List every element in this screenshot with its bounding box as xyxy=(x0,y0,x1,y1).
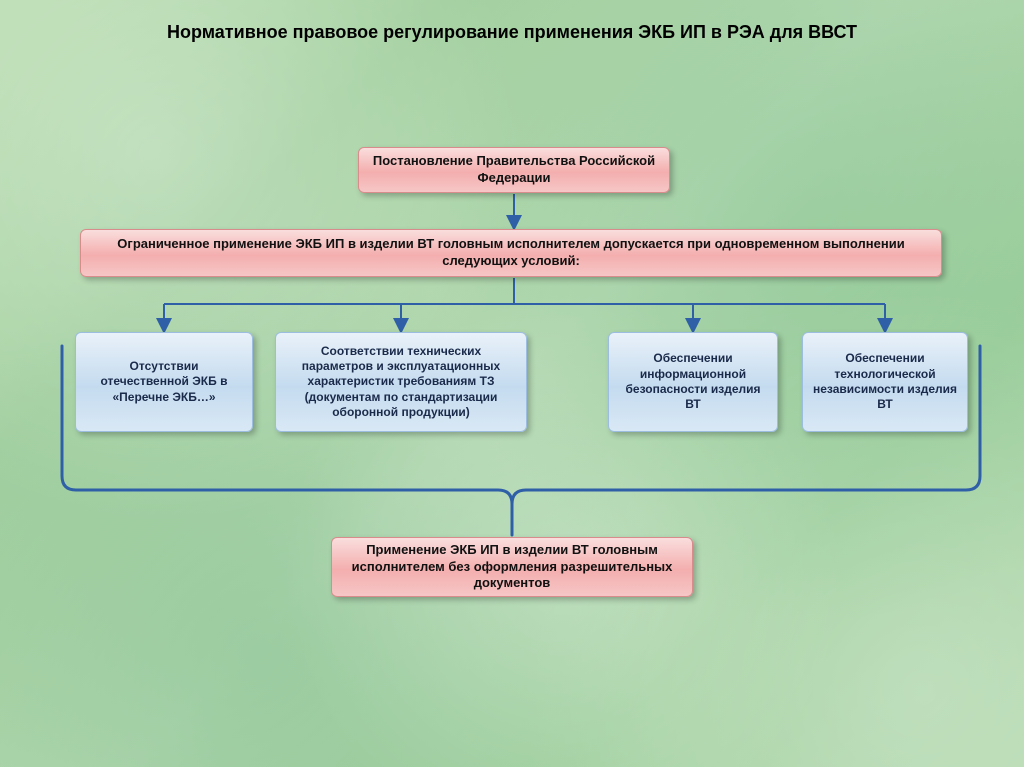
node-condition-2: Соответствии технических параметров и эк… xyxy=(275,332,527,432)
node-label: Обеспечении технологической независимост… xyxy=(813,351,957,412)
node-result: Применение ЭКБ ИП в изделии ВТ головным … xyxy=(331,537,693,597)
node-label: Обеспечении информационной безопасности … xyxy=(619,351,767,412)
node-condition-1: Отсутствии отечественной ЭКБ в «Перечне … xyxy=(75,332,253,432)
node-label: Ограниченное применение ЭКБ ИП в изделии… xyxy=(91,236,931,269)
node-label: Отсутствии отечественной ЭКБ в «Перечне … xyxy=(86,359,242,405)
node-label: Соответствии технических параметров и эк… xyxy=(286,344,516,421)
diagram-canvas: Нормативное правовое регулирование приме… xyxy=(0,0,1024,767)
node-decree: Постановление Правительства Российской Ф… xyxy=(358,147,670,193)
diagram-title: Нормативное правовое регулирование приме… xyxy=(0,22,1024,43)
node-label: Применение ЭКБ ИП в изделии ВТ головным … xyxy=(342,542,682,592)
node-condition-3: Обеспечении информационной безопасности … xyxy=(608,332,778,432)
node-label: Постановление Правительства Российской Ф… xyxy=(369,153,659,186)
node-condition-4: Обеспечении технологической независимост… xyxy=(802,332,968,432)
node-conditions-header: Ограниченное применение ЭКБ ИП в изделии… xyxy=(80,229,942,277)
